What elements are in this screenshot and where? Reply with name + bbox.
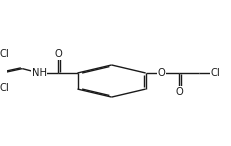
Text: Cl: Cl — [0, 49, 9, 59]
Text: NH: NH — [32, 68, 46, 78]
Text: Cl: Cl — [0, 83, 9, 93]
Text: O: O — [54, 49, 62, 59]
Text: O: O — [157, 68, 164, 78]
Text: O: O — [175, 87, 182, 97]
Text: Cl: Cl — [210, 68, 219, 78]
